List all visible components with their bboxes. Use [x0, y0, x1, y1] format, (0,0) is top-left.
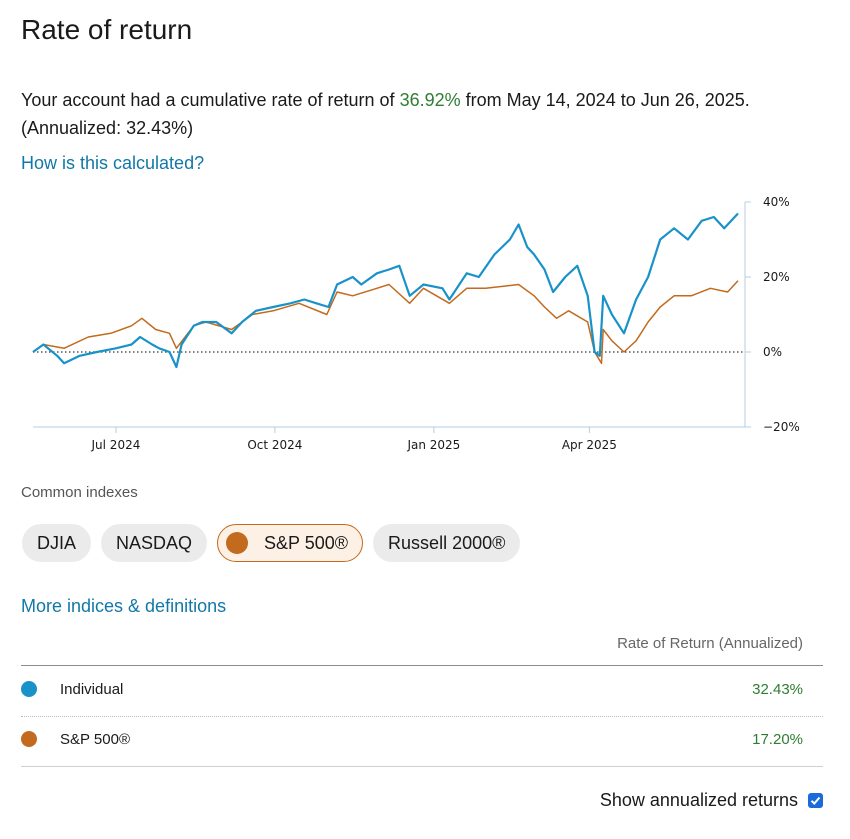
x-tick-label: Oct 2024 [247, 438, 302, 452]
row-divider [21, 716, 823, 717]
summary-suffix: from May 14, 2024 to Jun 26, 2025. (Annu… [21, 90, 750, 138]
return-summary: Your account had a cumulative rate of re… [21, 86, 821, 142]
table-row: S&P 500® 17.20% [21, 724, 803, 754]
common-indexes-label: Common indexes [21, 484, 138, 501]
individual-dot-icon [21, 681, 37, 697]
x-tick-label: Apr 2025 [562, 438, 617, 452]
y-tick-label: 0% [763, 345, 782, 359]
checkmark-icon [810, 796, 821, 805]
cumulative-return-value: 36.92% [399, 90, 461, 110]
chip-nasdaq[interactable]: NASDAQ [101, 524, 208, 562]
y-tick-label: 40% [763, 195, 790, 209]
sp500-dot-icon [21, 731, 37, 747]
table-bottom-divider [21, 766, 823, 767]
chip-russell-2000[interactable]: Russell 2000® [373, 524, 521, 562]
chip-sp500[interactable]: S&P 500® [217, 524, 364, 562]
chart-series [32, 212, 739, 369]
how-calculated-link[interactable]: How is this calculated? [21, 153, 205, 173]
table-divider [21, 665, 823, 666]
rate-of-return-chart: 40% 20% 0% −20% Jul 2024 Oct 2024 Jan 2025 Apr … [32, 195, 800, 452]
chip-label: NASDAQ [116, 532, 193, 553]
series-line-sp500 [32, 280, 739, 365]
y-tick-label: 20% [763, 270, 790, 284]
table-row: Individual 32.43% [21, 674, 803, 704]
chip-label: S&P 500® [264, 532, 349, 553]
annualized-checkbox[interactable] [808, 793, 823, 808]
annualized-label: Show annualized returns [599, 790, 798, 810]
row-name: S&P 500® [60, 730, 130, 748]
y-tick-label: −20% [763, 420, 800, 434]
sp500-dot-icon [226, 532, 249, 554]
chart-axes: 40% 20% 0% −20% Jul 2024 Oct 2024 Jan 2025 Apr … [33, 195, 800, 452]
index-chip-group: DJIA NASDAQ S&P 500® Russell 2000® [22, 524, 521, 562]
summary-prefix: Your account had a cumulative rate of re… [21, 90, 400, 110]
x-tick-label: Jan 2025 [406, 438, 460, 452]
series-line-individual [32, 212, 739, 369]
annualized-toggle[interactable]: Show annualized returns [600, 790, 823, 811]
chip-label: Russell 2000® [388, 532, 506, 553]
chip-djia[interactable]: DJIA [22, 524, 92, 562]
chip-label: DJIA [37, 532, 77, 553]
x-tick-label: Jul 2024 [91, 438, 141, 452]
table-header: Rate of Return (Annualized) [617, 635, 803, 652]
more-indices-link[interactable]: More indices & definitions [21, 596, 227, 616]
row-name: Individual [60, 680, 124, 698]
row-value: 17.20% [752, 730, 803, 748]
page-title: Rate of return [21, 14, 193, 45]
row-value: 32.43% [752, 680, 803, 698]
